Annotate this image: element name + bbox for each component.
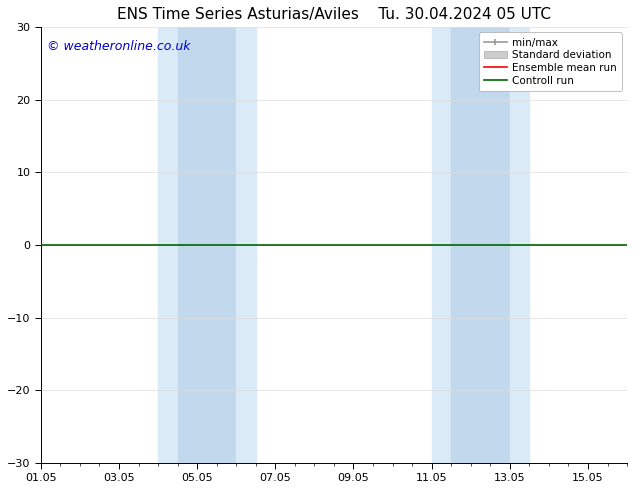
Text: © weatheronline.co.uk: © weatheronline.co.uk [47,40,190,53]
Bar [451,27,510,463]
Bar [432,27,451,463]
Legend: min/max, Standard deviation, Ensemble mean run, Controll run: min/max, Standard deviation, Ensemble me… [479,32,622,91]
Bar [158,27,178,463]
Title: ENS Time Series Asturias/Aviles    Tu. 30.04.2024 05 UTC: ENS Time Series Asturias/Aviles Tu. 30.0… [117,7,551,22]
Bar [236,27,256,463]
Bar [510,27,529,463]
Bar [178,27,236,463]
